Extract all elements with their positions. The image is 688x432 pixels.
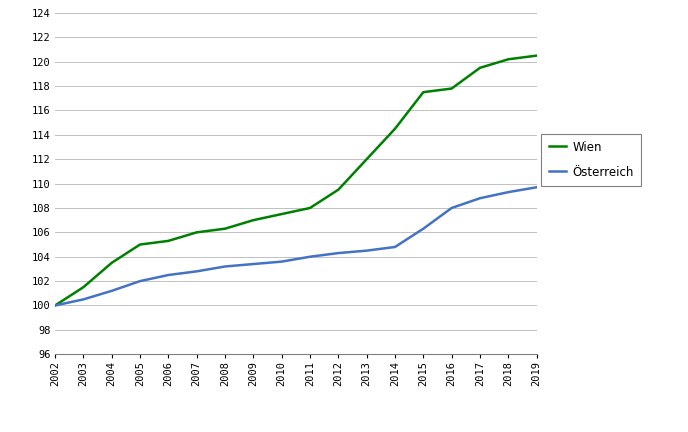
Österreich [221, 264, 229, 269]
Österreich [136, 279, 144, 284]
Österreich [391, 245, 399, 250]
Wien [193, 230, 201, 235]
Wien [221, 226, 229, 231]
Österreich [504, 190, 513, 195]
Wien [136, 242, 144, 247]
Wien [447, 86, 455, 91]
Österreich [533, 184, 541, 190]
Wien [476, 65, 484, 70]
Legend: Wien, Österreich: Wien, Österreich [541, 134, 641, 186]
Österreich [193, 269, 201, 274]
Österreich [164, 273, 173, 278]
Österreich [79, 297, 87, 302]
Österreich [363, 248, 371, 253]
Wien [533, 53, 541, 58]
Wien [164, 238, 173, 244]
Line: Österreich: Österreich [55, 187, 537, 305]
Österreich [476, 196, 484, 201]
Wien [504, 57, 513, 62]
Wien [107, 260, 116, 265]
Österreich [334, 251, 343, 256]
Wien [249, 218, 257, 223]
Wien [391, 126, 399, 131]
Österreich [306, 254, 314, 259]
Österreich [277, 259, 286, 264]
Österreich [51, 303, 59, 308]
Österreich [249, 261, 257, 267]
Wien [306, 205, 314, 210]
Wien [277, 212, 286, 217]
Wien [79, 285, 87, 290]
Wien [334, 187, 343, 192]
Österreich [447, 205, 455, 210]
Wien [51, 303, 59, 308]
Wien [363, 157, 371, 162]
Österreich [419, 226, 427, 231]
Line: Wien: Wien [55, 56, 537, 305]
Wien [419, 89, 427, 95]
Österreich [107, 288, 116, 293]
